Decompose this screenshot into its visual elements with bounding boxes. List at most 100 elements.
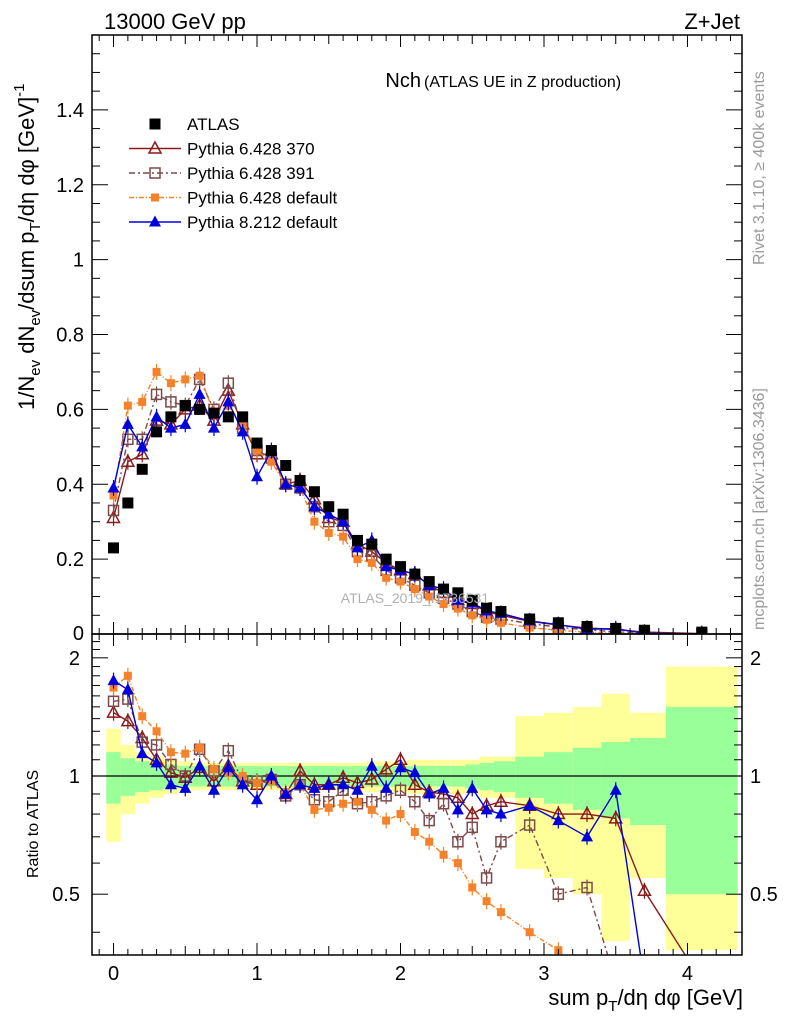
ratio-series-3-point: [138, 712, 147, 721]
ratio-series-2-point: [466, 821, 478, 834]
main-series-3-point: [382, 573, 391, 582]
main-series-2-point: [107, 504, 120, 517]
main-data-point: [179, 400, 191, 412]
ratio-series-4-point: [179, 781, 192, 793]
ratio-series-1-point: [637, 882, 652, 897]
main-series-3-point: [453, 604, 462, 613]
ratio-series-2-point: [581, 881, 593, 894]
main-series-4-point: [164, 421, 177, 433]
ratio-series-4-point: [552, 814, 565, 826]
y-tick-label: 0.2: [56, 549, 84, 571]
ratio-series-1-point: [292, 762, 308, 777]
main-series-4-point: [222, 395, 235, 407]
main-series-4-point: [351, 541, 364, 553]
main-series-3-point: [367, 558, 376, 567]
main-data-point: [194, 403, 206, 415]
ratio-series-3-point: [367, 805, 376, 814]
ratio-series-3-point: [482, 897, 491, 906]
x-tick-label: 2: [395, 963, 406, 985]
ratio-series-3-point: [382, 816, 391, 825]
ratio-series-4-point: [351, 783, 364, 795]
main-series-1-line: [112, 388, 702, 634]
plot-title: Nch: [385, 70, 421, 92]
ratio-series-4-point: [480, 803, 493, 815]
main-y-axis-label: 1/Nev dNev/dsum pT/dη dφ [GeV]-1: [11, 83, 44, 410]
ratio-series-4-point: [107, 674, 120, 686]
main-series-3-point: [152, 367, 161, 376]
main-series-4-point: [150, 410, 163, 422]
ratio-series-2-point: [495, 836, 507, 848]
main-series-3-point: [468, 611, 477, 620]
main-series-4-point: [337, 515, 350, 527]
legend: ATLAS Pythia 6.428 370 Pythia 6.428 391 Pyt…: [129, 115, 338, 232]
ratio-series-4-point: [581, 830, 594, 842]
ratio-series-4-point: [523, 799, 536, 811]
ratio-series-3-point: [166, 748, 175, 757]
legend-label: Pythia 6.428 370: [187, 140, 315, 159]
ratio-panel: [92, 667, 742, 955]
main-data-point: [423, 576, 435, 588]
x-tick-label: 3: [538, 963, 549, 985]
main-series-3-point: [439, 600, 448, 609]
ratio-series-3-point: [453, 859, 462, 868]
main-data-point: [366, 538, 378, 550]
stat-uncertainty-band: [135, 761, 150, 793]
ratio-series-3-point: [181, 749, 190, 758]
main-series-4-point: [136, 440, 149, 452]
main-data-point: [409, 568, 421, 580]
stat-uncertainty-band: [515, 756, 544, 798]
main-data-point: [466, 594, 478, 606]
x-tick-label: 4: [682, 963, 693, 985]
x-tick-label: 1: [251, 963, 262, 985]
main-series-3-point: [138, 397, 147, 406]
legend-marker: [151, 193, 159, 202]
ratio-tick-label: 0.5: [52, 884, 80, 906]
main-series-4-point: [193, 387, 206, 399]
main-series-3-point: [310, 517, 319, 526]
ratio-series-4-point: [193, 759, 206, 771]
ratio-tick-label: 1: [750, 766, 761, 788]
ratio-series-3-point: [439, 850, 448, 859]
main-data-point: [524, 613, 536, 625]
main-series-2-point: [150, 388, 163, 401]
y-tick-label: 0: [73, 623, 84, 645]
ratio-series-2-point: [394, 784, 407, 796]
main-series-1-point: [134, 446, 150, 460]
main-data-point: [208, 407, 220, 419]
ratio-series-4-point: [279, 787, 292, 799]
main-data-point: [452, 587, 464, 599]
ratio-series-4-point: [609, 783, 622, 795]
ratio-series-3-point: [123, 671, 132, 680]
stat-uncertainty-band: [543, 752, 573, 804]
stat-uncertainty-band: [630, 737, 666, 826]
main-series-3-point: [324, 528, 333, 537]
legend-label: Pythia 6.428 default: [187, 189, 338, 208]
ratio-series-3-point: [410, 828, 419, 837]
ratio-series-2-point: [423, 814, 435, 827]
ratio-series-3-point: [496, 908, 505, 917]
main-data-point: [337, 508, 349, 520]
ratio-series-3-point: [339, 799, 348, 808]
ratio-series-4-point: [451, 803, 464, 815]
ratio-tick-label: 2: [69, 648, 80, 670]
ratio-series-1-point: [407, 776, 423, 791]
ratio-series-3-point: [253, 778, 262, 787]
ratio-series-3-point: [353, 797, 362, 806]
main-series-4-point: [107, 481, 120, 493]
main-series-4-point: [279, 477, 292, 489]
main-data-point: [237, 411, 249, 423]
ratio-series-4-point: [494, 807, 507, 819]
ratio-series-4-point: [337, 778, 350, 790]
y-tick-label: 0.4: [56, 474, 84, 496]
main-series-4-point: [380, 560, 393, 572]
main-series-3-point: [425, 592, 434, 601]
ratio-series-4-point: [164, 778, 177, 790]
main-series-4-point: [322, 507, 335, 519]
ratio-series-4-point: [394, 761, 407, 773]
main-series-4-point: [207, 421, 220, 433]
ratio-series-3-point: [209, 765, 218, 774]
ratio-series-4-point: [251, 793, 264, 805]
ratio-series-2-point: [480, 872, 493, 884]
ratio-series-4-line: [113, 680, 642, 955]
ratio-series-2-point: [107, 695, 120, 708]
